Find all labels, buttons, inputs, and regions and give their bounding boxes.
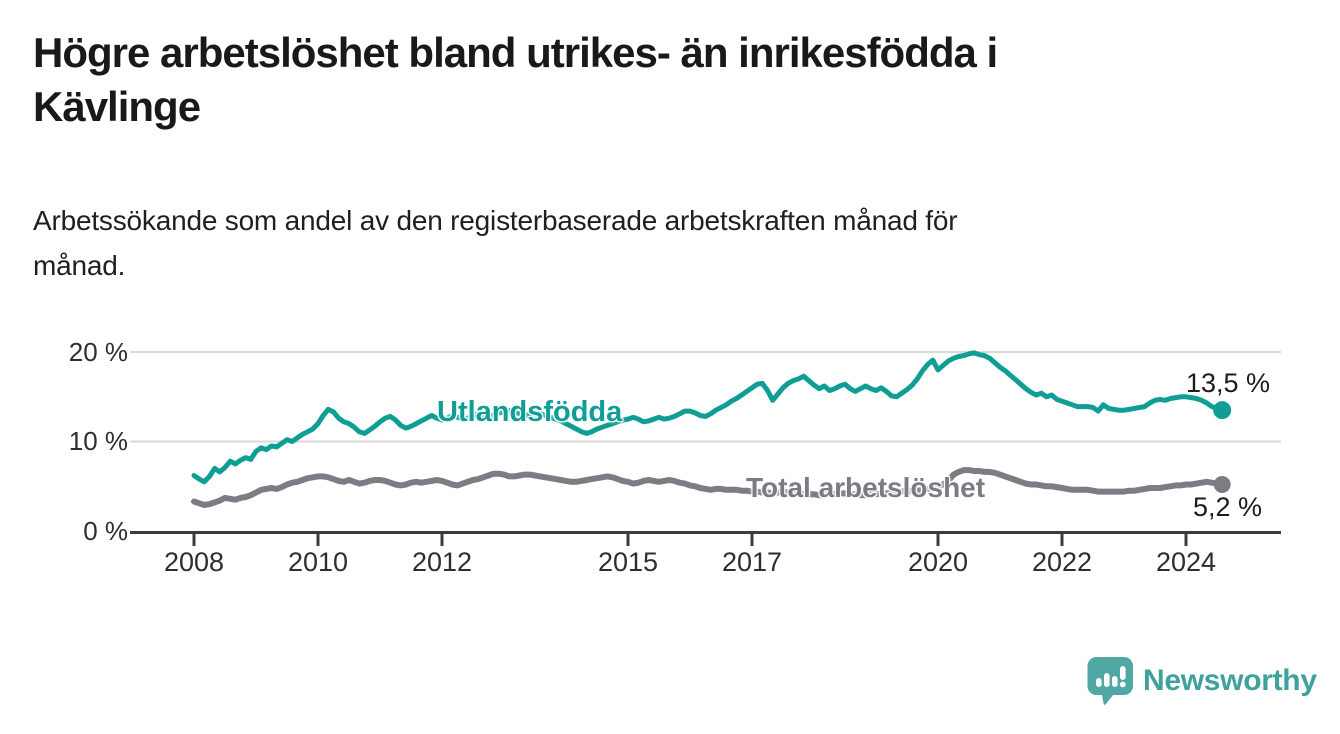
chart-subtitle: Arbetssökande som andel av den registerb… (33, 198, 1273, 288)
x-axis-label-2015: 2015 (597, 547, 659, 577)
series-end-dot-utlandsfödda (1213, 401, 1232, 420)
series-line-utlandsfödda (191, 350, 1225, 485)
page-title-line-1: Högre arbetslöshet bland utrikes- än inr… (33, 29, 998, 76)
chart-subtitle-line-1: Arbetssökande som andel av den registerb… (33, 205, 958, 236)
series-line-total-arbetslöshet (191, 467, 1226, 508)
newsworthy-logo: Newsworthy (1087, 657, 1317, 705)
y-axis-label-10: 10 % (68, 426, 128, 456)
page-title: Högre arbetslöshet bland utrikes- än inr… (33, 26, 1313, 134)
end-value-label-utlandsfodda: 13,5 % (1186, 368, 1271, 398)
series-label-utlandsfodda: Utlandsfödda (437, 396, 623, 428)
y-axis-label-0: 0 % (83, 516, 128, 546)
page-title-line-2: Kävlinge (33, 83, 201, 130)
x-axis-label-2017: 2017 (721, 547, 783, 577)
x-axis-label-2012: 2012 (411, 547, 473, 577)
x-axis-label-2008: 2008 (163, 547, 225, 577)
chart-subtitle-line-2: månad. (33, 250, 126, 281)
series-label-total-arbetsloshet: Total arbetslöshet (746, 472, 986, 503)
x-axis-label-2022: 2022 (1031, 547, 1093, 577)
x-axis-label-2010: 2010 (287, 547, 349, 577)
newsworthy-wordmark: Newsworthy (1143, 664, 1317, 697)
bar-chart-speech-bubble-icon (1087, 657, 1133, 705)
x-axis-label-2024: 2024 (1155, 547, 1217, 577)
series-end-dot-total-arbetslöshet (1213, 475, 1231, 493)
end-value-label-total: 5,2 % (1193, 492, 1263, 522)
x-axis-label-2020: 2020 (907, 547, 969, 577)
y-axis-label-20: 20 % (68, 337, 128, 367)
